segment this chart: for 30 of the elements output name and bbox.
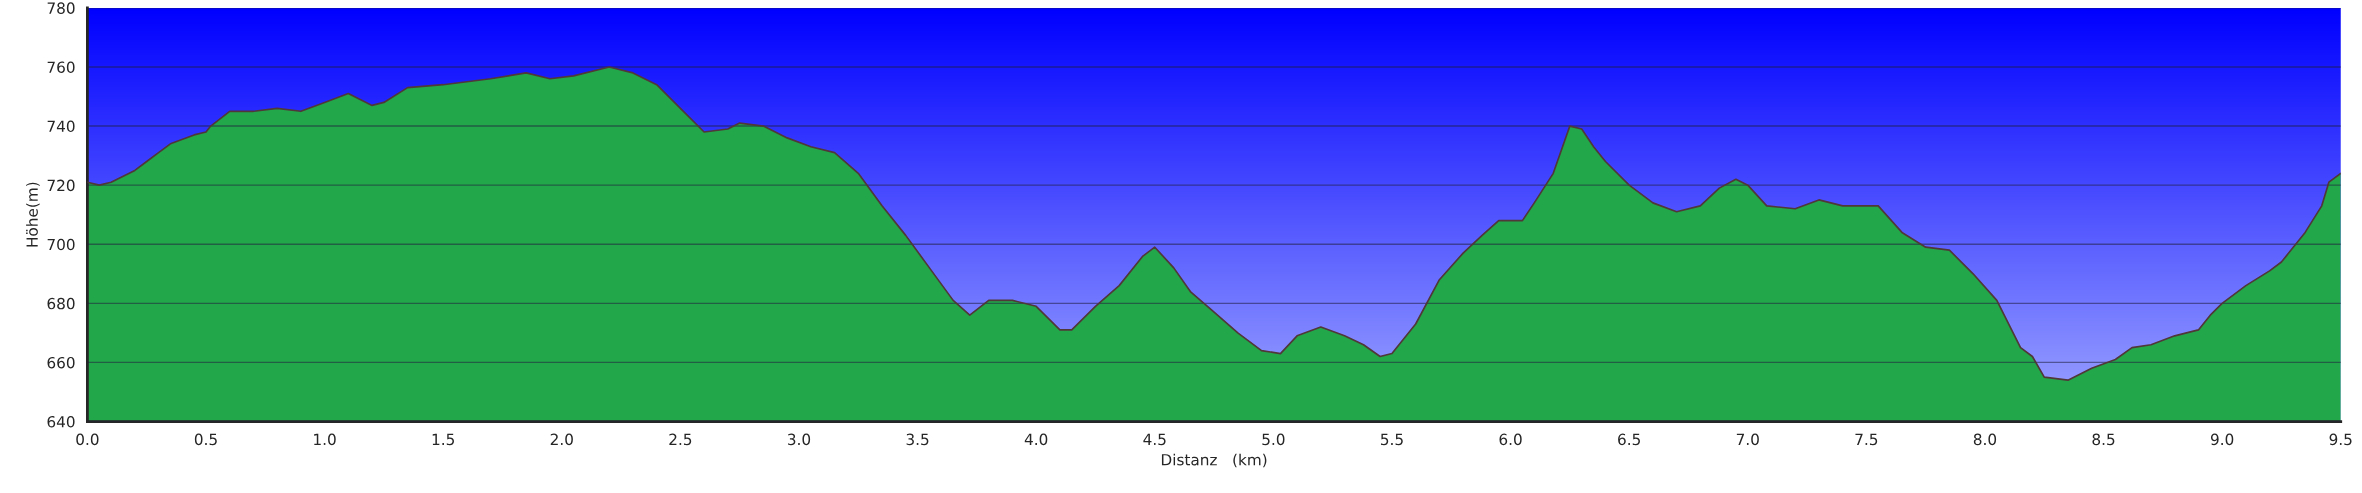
x-tick-label: 5.0: [1262, 433, 1285, 446]
x-axis-title: Distanz (km): [1161, 453, 1267, 468]
x-tick-label: 8.5: [2092, 433, 2115, 446]
y-tick-label: 700: [47, 238, 75, 251]
x-tick-label: 3.0: [787, 433, 811, 446]
x-tick-label: 2.5: [669, 433, 692, 446]
x-tick-label: 1.5: [432, 433, 454, 446]
x-tick-label: 6.0: [1499, 433, 1522, 446]
y-tick-label: 720: [47, 179, 75, 192]
x-tick-label: 9.5: [2329, 433, 2352, 446]
x-tick-label: 0.0: [76, 433, 99, 446]
x-tick-label: 5.5: [1380, 433, 1403, 446]
x-tick-label: 3.5: [906, 433, 929, 446]
x-tick-label: 8.0: [1973, 433, 1997, 446]
x-tick-label: 4.5: [1143, 433, 1166, 446]
y-axis-title: Höhe(m): [26, 182, 40, 247]
y-tick-label: 660: [47, 356, 75, 369]
y-tick-label: 780: [47, 2, 75, 14]
y-tick-label: 760: [47, 61, 75, 73]
x-tick-label: 2.0: [550, 433, 573, 446]
x-tick-label: 6.5: [1618, 433, 1640, 446]
y-tick-label: 680: [47, 297, 75, 310]
x-tick-label: 7.0: [1736, 433, 1759, 446]
x-tick-label: 4.0: [1024, 433, 1048, 446]
y-tick-label: 740: [47, 120, 75, 133]
x-tick-label: 0.5: [194, 433, 217, 446]
x-tick-label: 9.0: [2210, 433, 2234, 446]
y-tick-label: 640: [47, 415, 75, 428]
x-tick-label: 1.0: [314, 433, 336, 446]
x-tick-label: 7.5: [1855, 433, 1878, 446]
